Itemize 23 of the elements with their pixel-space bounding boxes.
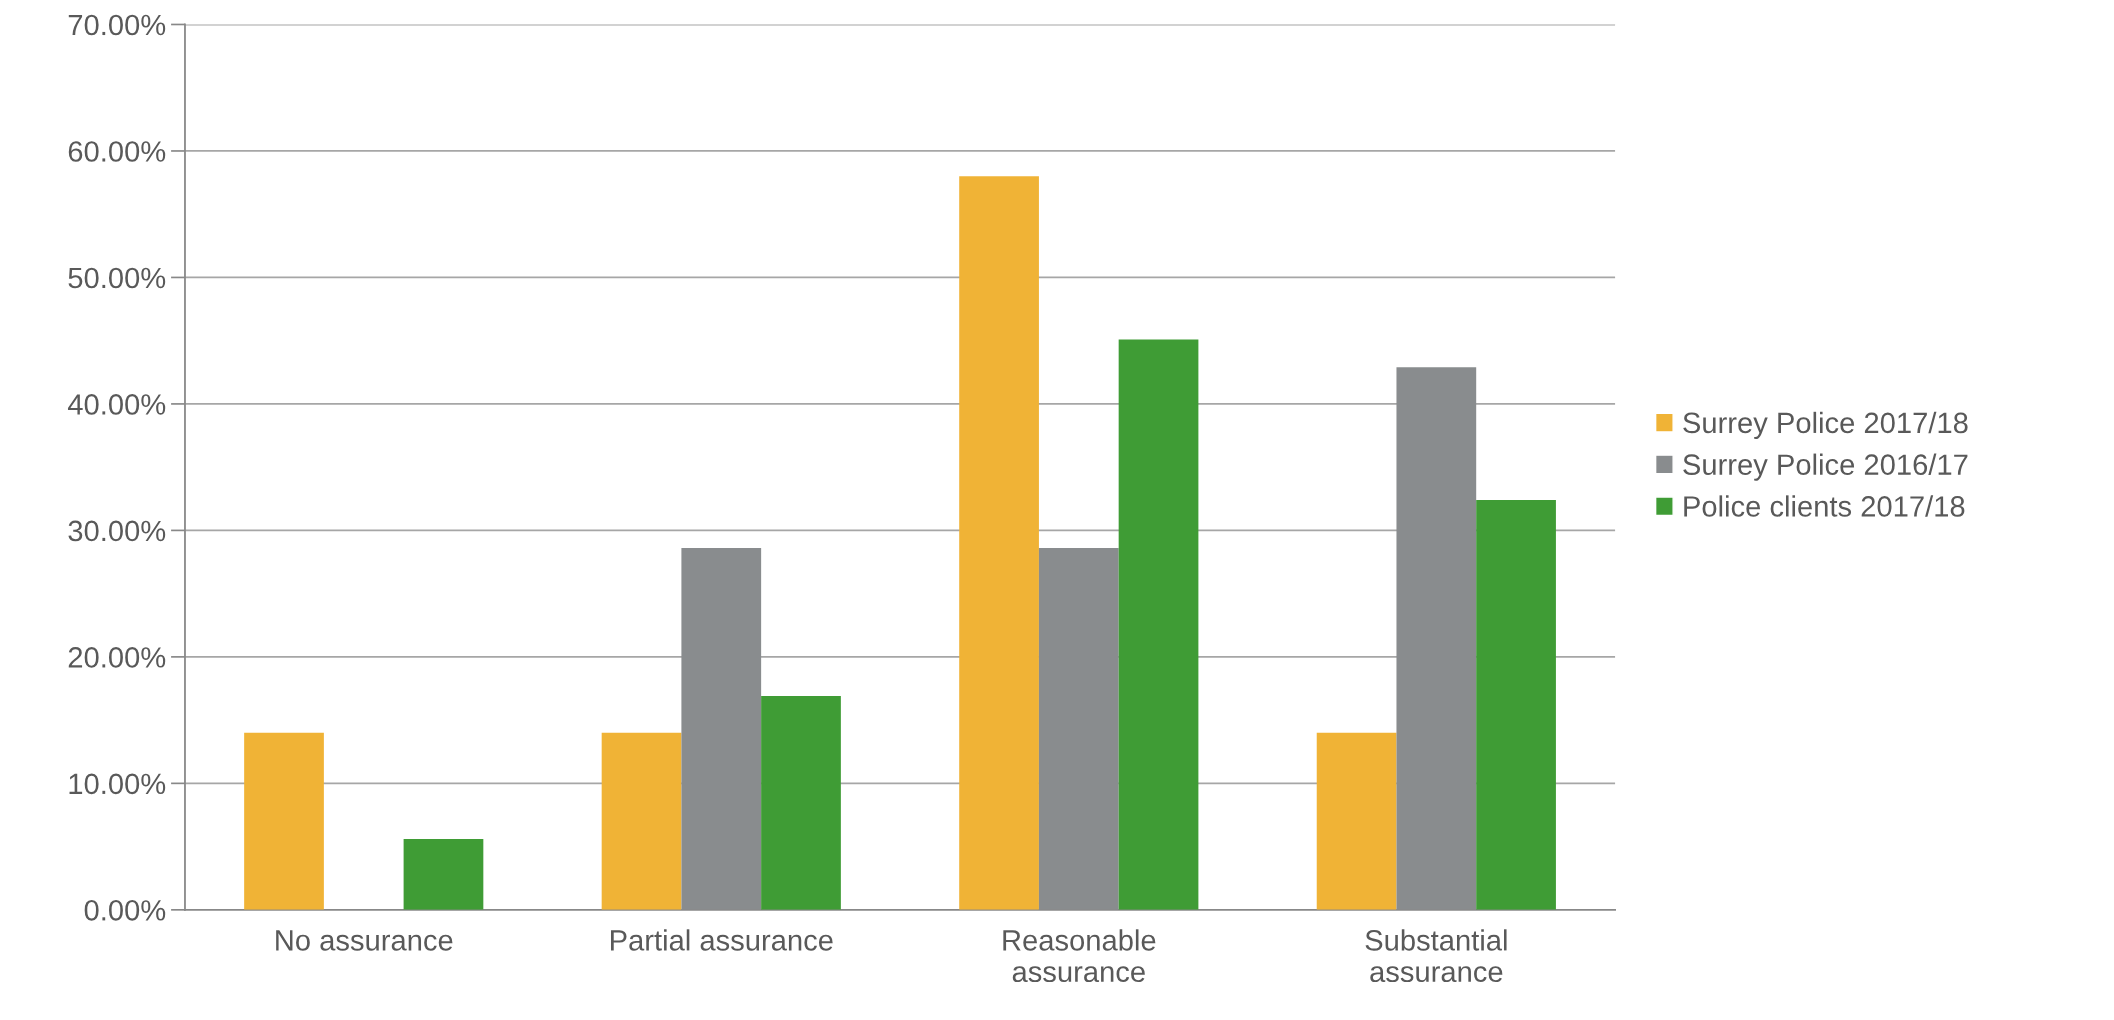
x-tick-label: No assurance — [276, 930, 453, 951]
legend-label: Police clients 2017/18 — [1684, 495, 1965, 517]
bar — [1316, 732, 1397, 910]
legend-label: Surrey Police 2017/18 — [1683, 411, 1968, 439]
y-tick-label: 40.00% — [67, 394, 166, 415]
y-tick-label: 0.00% — [84, 900, 166, 921]
bar — [1118, 339, 1199, 910]
bar — [761, 696, 841, 910]
bar — [403, 839, 484, 910]
bar — [959, 176, 1039, 910]
legend-label: Surrey Police 2016/17 — [1683, 453, 1968, 481]
y-tick-label: 30.00% — [68, 520, 166, 542]
y-tick-label: 70.00% — [68, 14, 166, 36]
y-tick-label: 20.00% — [68, 647, 166, 668]
bar — [601, 732, 682, 910]
x-tick-label: Partial assurance — [611, 929, 833, 951]
y-tick-label: 50.00% — [68, 267, 166, 289]
y-tick-label: 60.00% — [68, 141, 166, 162]
x-tick-label: Reasonable assurance — [1003, 929, 1156, 983]
x-tick-label: Substantial assurance — [1365, 929, 1507, 983]
bar — [244, 732, 324, 910]
y-tick-label: 10.00% — [69, 773, 166, 795]
bar — [1476, 500, 1556, 910]
